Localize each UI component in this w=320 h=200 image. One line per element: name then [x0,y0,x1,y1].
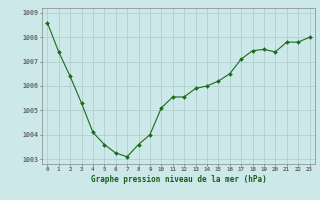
X-axis label: Graphe pression niveau de la mer (hPa): Graphe pression niveau de la mer (hPa) [91,175,266,184]
